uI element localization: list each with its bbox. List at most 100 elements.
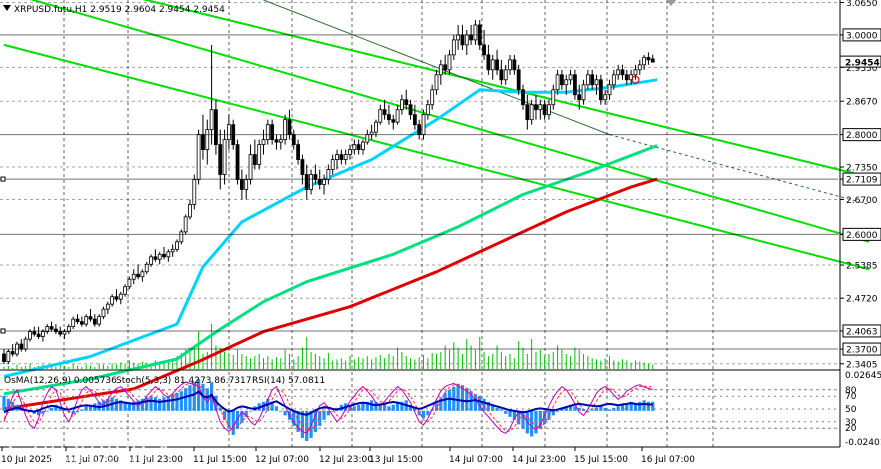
candle-body [408, 104, 413, 116]
candle [252, 139, 257, 170]
osma-bar [88, 404, 93, 411]
candle [503, 64, 508, 85]
osma-bar [62, 409, 67, 411]
candle-body [218, 144, 223, 175]
candle [343, 149, 348, 165]
osma-bar [201, 383, 205, 411]
osma-bar [162, 397, 166, 411]
candle [542, 99, 547, 120]
candle [573, 69, 577, 100]
candle [529, 99, 534, 125]
osma-bar [408, 404, 413, 411]
candle [222, 129, 227, 185]
osma-bar [603, 407, 607, 411]
candle [624, 69, 629, 85]
osma-bar [11, 401, 15, 411]
price-level-box [842, 172, 881, 186]
osma-bar [387, 406, 391, 411]
candle [149, 254, 153, 267]
osma-bar [504, 410, 508, 414]
candle-body [149, 256, 153, 265]
candle [75, 314, 80, 325]
svg-text:2.9454: 2.9454 [845, 59, 880, 69]
candle-body [6, 351, 11, 362]
price-tick-12: 2.3700 [840, 342, 881, 356]
candle-body [257, 144, 262, 165]
price-tick-label: 2.6000 [846, 231, 878, 241]
candle [551, 84, 556, 110]
candle-body [486, 54, 491, 71]
osma-bar [2, 395, 6, 411]
candle-body [92, 318, 97, 325]
price-tick-5: 2.7350 [840, 164, 878, 174]
osma-bar [179, 391, 183, 411]
candle [339, 149, 344, 165]
candle-body [226, 124, 231, 141]
candle [590, 69, 595, 90]
osma-bar [235, 410, 240, 429]
osma-bar [495, 407, 499, 411]
candle-body [105, 303, 110, 310]
candle [49, 321, 54, 332]
osma-bar [305, 410, 309, 441]
osma-bar [166, 395, 170, 411]
candle [235, 139, 240, 185]
candle-body [41, 331, 45, 337]
price-tick-label: 2.4063 [846, 327, 878, 337]
candle-body [32, 331, 37, 335]
time-label-0: 10 Jul 2025 [1, 447, 52, 465]
candle [434, 69, 439, 95]
time-label-1: 11 Jul 07:00 [65, 447, 119, 465]
candle [6, 349, 11, 365]
osma-bar [361, 403, 365, 411]
candle-body [330, 159, 335, 170]
price-tick-label: 2.3700 [846, 346, 878, 356]
candle [646, 52, 651, 65]
candle-body [222, 139, 227, 175]
osma-bar [227, 410, 231, 429]
candle-body [482, 44, 486, 56]
candle [408, 99, 413, 120]
candle-body [529, 104, 534, 121]
osma-bar [417, 410, 421, 416]
osma-bar [378, 403, 382, 411]
osma-bar [231, 410, 235, 435]
osma-bar [573, 406, 577, 411]
osma-bar [629, 401, 633, 411]
candle [486, 44, 491, 75]
trend-line-3 [263, 0, 610, 136]
candle [633, 64, 638, 80]
candle-body [84, 316, 89, 325]
trend-line-2 [3, 43, 870, 271]
candle [577, 84, 582, 110]
osma-bar [551, 410, 555, 416]
candle-body [188, 204, 192, 218]
candle-body [2, 353, 6, 362]
watermark-name: instaforex [42, 429, 171, 459]
candle-body [28, 331, 32, 340]
candle-body [399, 99, 404, 111]
candle-body [110, 296, 115, 305]
candle-body [75, 318, 80, 323]
osma-bar [370, 400, 374, 411]
shift-marker-icon[interactable] [666, 0, 676, 6]
candle-body [551, 89, 556, 106]
osma-bar [127, 403, 132, 411]
candle [283, 114, 288, 145]
candle [378, 104, 383, 125]
candle [581, 79, 586, 105]
chart-title: XRPUSD.futu,H1 2.9519 2.9604 2.9454 2.94… [14, 5, 225, 15]
indicator-axis-label-4: 30 [845, 418, 857, 428]
osma-bar [478, 395, 482, 411]
candle-body [607, 84, 612, 96]
candle [499, 59, 504, 85]
osma-bar [625, 403, 629, 411]
osma-bar [283, 410, 287, 416]
candle-body [633, 69, 638, 76]
candle [114, 289, 119, 302]
candle [404, 89, 409, 110]
price-level-box [842, 28, 881, 42]
price-tick-11: 2.4063 [840, 324, 881, 338]
candle [36, 326, 41, 340]
